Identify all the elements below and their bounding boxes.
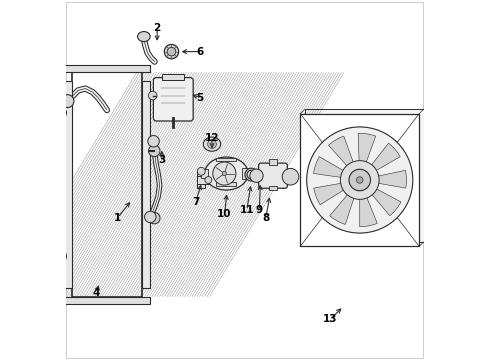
Bar [197,171,205,188]
Circle shape [213,162,236,185]
Bar [300,114,419,246]
Wedge shape [358,133,376,165]
Text: 3: 3 [158,155,166,165]
Text: 5: 5 [196,93,204,103]
Circle shape [357,177,363,183]
Wedge shape [314,157,346,178]
Circle shape [197,167,205,175]
Ellipse shape [205,157,248,190]
Bar [217,158,236,161]
Wedge shape [328,136,354,168]
Wedge shape [369,143,400,172]
Circle shape [148,91,157,100]
Text: 8: 8 [262,213,270,222]
Bar [242,168,252,179]
Circle shape [349,169,370,191]
Wedge shape [314,183,346,205]
Bar [305,109,423,242]
Text: 1: 1 [114,213,122,222]
Text: 9: 9 [256,206,263,216]
Circle shape [61,95,74,108]
Ellipse shape [138,32,150,41]
Text: 7: 7 [192,197,199,207]
Bar [197,176,210,184]
Text: 2: 2 [153,23,161,33]
Bar [162,74,184,81]
Wedge shape [370,188,401,216]
FancyBboxPatch shape [153,78,193,121]
Bar [269,159,277,165]
Circle shape [208,140,217,148]
Bar [217,182,236,186]
Bar [270,186,277,190]
Circle shape [222,171,226,176]
Circle shape [164,44,179,59]
Circle shape [282,168,299,185]
Bar [201,168,208,179]
Circle shape [145,211,156,223]
Circle shape [205,176,212,184]
Bar [64,81,72,288]
Circle shape [53,106,67,119]
Circle shape [250,169,263,183]
Text: 4: 4 [93,288,100,298]
Wedge shape [360,195,377,227]
Bar [64,64,150,72]
Circle shape [341,161,379,199]
Text: 12: 12 [205,133,219,143]
Bar [64,297,150,305]
Wedge shape [330,192,355,224]
Circle shape [307,127,413,233]
Circle shape [148,135,159,147]
Text: 11: 11 [240,206,254,216]
Wedge shape [375,170,407,188]
Text: 13: 13 [323,314,338,324]
Bar [142,81,150,288]
FancyBboxPatch shape [259,163,287,188]
Bar [72,72,142,297]
Text: 10: 10 [217,209,232,219]
Circle shape [148,212,160,224]
Circle shape [53,250,67,263]
Circle shape [167,47,176,56]
Ellipse shape [203,137,220,151]
Circle shape [148,145,160,157]
Text: 6: 6 [196,46,204,57]
